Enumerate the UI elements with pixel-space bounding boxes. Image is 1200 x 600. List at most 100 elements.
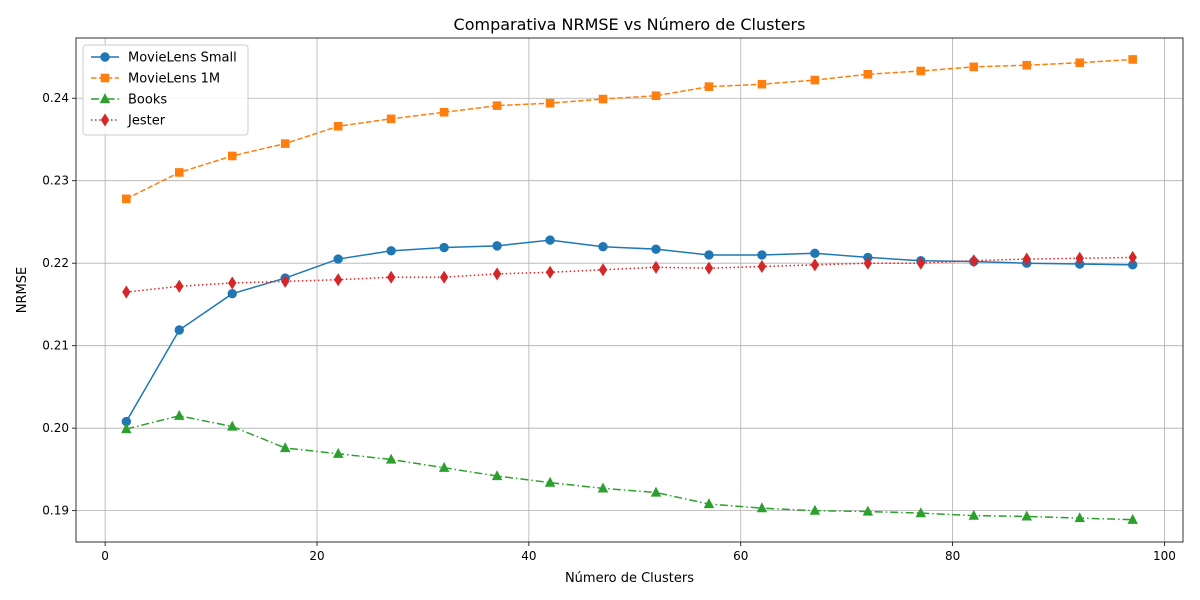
x-axis-label: Número de Clusters: [565, 571, 694, 586]
data-point: [492, 101, 502, 110]
data-point: [757, 250, 767, 260]
data-point: [968, 509, 980, 520]
data-point: [545, 265, 555, 279]
data-point: [279, 442, 291, 453]
data-point: [916, 256, 926, 270]
legend-marker: [100, 52, 110, 62]
data-point: [439, 107, 449, 117]
data-point: [122, 194, 131, 204]
data-point: [175, 279, 184, 293]
data-point: [227, 289, 237, 299]
data-point: [810, 258, 820, 272]
legend-label: MovieLens 1M: [128, 72, 220, 87]
x-tick-label: 40: [521, 549, 536, 563]
data-point: [915, 507, 927, 518]
legend-label: Books: [128, 93, 167, 108]
data-point: [598, 263, 608, 277]
legend-item: Jester: [91, 113, 166, 129]
data-point: [280, 139, 290, 148]
data-point: [1075, 251, 1084, 265]
data-point: [1128, 55, 1137, 64]
data-point: [650, 486, 662, 497]
data-point: [1075, 58, 1085, 68]
data-point: [333, 273, 343, 287]
data-point: [704, 261, 714, 275]
series-line: [125, 58, 1133, 200]
data-point: [863, 256, 873, 270]
data-point: [228, 276, 237, 290]
x-tick-label: 60: [733, 549, 748, 563]
legend-label: MovieLens Small: [128, 51, 237, 66]
data-point: [492, 241, 502, 251]
data-point: [757, 79, 767, 89]
data-point: [704, 250, 714, 260]
data-point: [121, 423, 132, 434]
data-point: [598, 241, 608, 252]
y-tick-label: 0.19: [42, 504, 69, 518]
data-point: [227, 151, 237, 161]
data-point: [544, 476, 556, 487]
data-point: [1021, 510, 1032, 521]
data-point: [810, 248, 820, 258]
data-point: [810, 75, 820, 85]
x-tick-label: 0: [101, 549, 109, 563]
y-tick-label: 0.24: [42, 91, 69, 105]
data-point: [439, 270, 449, 284]
x-tick-label: 80: [945, 549, 960, 563]
data-point: [385, 453, 397, 464]
legend-label: Jester: [127, 114, 166, 129]
data-point: [862, 505, 874, 516]
data-point: [757, 259, 767, 274]
x-tick-label: 20: [309, 549, 324, 563]
data-point: [438, 461, 450, 472]
data-point: [863, 69, 873, 79]
series-layer: [121, 55, 1138, 524]
y-tick-label: 0.23: [42, 174, 69, 188]
series-movielens-1m: [122, 55, 1137, 204]
series-line: [126, 256, 1133, 293]
data-point: [174, 168, 184, 177]
data-point: [1128, 250, 1137, 264]
legend-marker: [99, 93, 111, 104]
data-point: [651, 91, 661, 101]
data-point: [227, 420, 238, 431]
grid: [76, 38, 1183, 542]
data-point: [969, 62, 979, 72]
legend-marker: [100, 113, 110, 127]
legend-frame: [82, 44, 249, 136]
data-point: [333, 254, 343, 264]
legend: MovieLens Small MovieLens 1M Books Jester: [82, 44, 249, 136]
data-point: [598, 94, 608, 104]
series-jester: [122, 250, 1137, 299]
data-point: [386, 114, 396, 124]
data-point: [1022, 60, 1032, 70]
legend-item: Books: [91, 93, 167, 108]
data-point: [174, 409, 185, 420]
legend-item: MovieLens Small: [91, 51, 237, 66]
y-axis: 0.19 0.20 0.21 0.22 0.23 0.24: [42, 91, 76, 518]
data-point: [333, 121, 343, 131]
data-point: [969, 254, 978, 268]
series-line: [125, 239, 1133, 422]
data-point: [386, 270, 396, 284]
data-point: [545, 98, 555, 108]
data-point: [704, 82, 714, 91]
data-point: [491, 470, 503, 481]
data-point: [809, 504, 821, 515]
data-point: [439, 242, 449, 253]
data-point: [597, 482, 609, 493]
series-movielens-small: [121, 235, 1138, 427]
x-tick-label: 100: [1153, 549, 1176, 563]
data-point: [651, 244, 661, 254]
data-point: [1074, 512, 1085, 523]
data-point: [756, 502, 768, 513]
y-tick-label: 0.21: [42, 339, 69, 353]
plot-frame: [75, 37, 1184, 543]
data-point: [332, 447, 344, 458]
data-point: [1022, 252, 1031, 266]
data-point: [122, 285, 131, 299]
data-point: [651, 260, 661, 274]
y-tick-label: 0.20: [42, 421, 69, 435]
data-point: [703, 498, 715, 509]
